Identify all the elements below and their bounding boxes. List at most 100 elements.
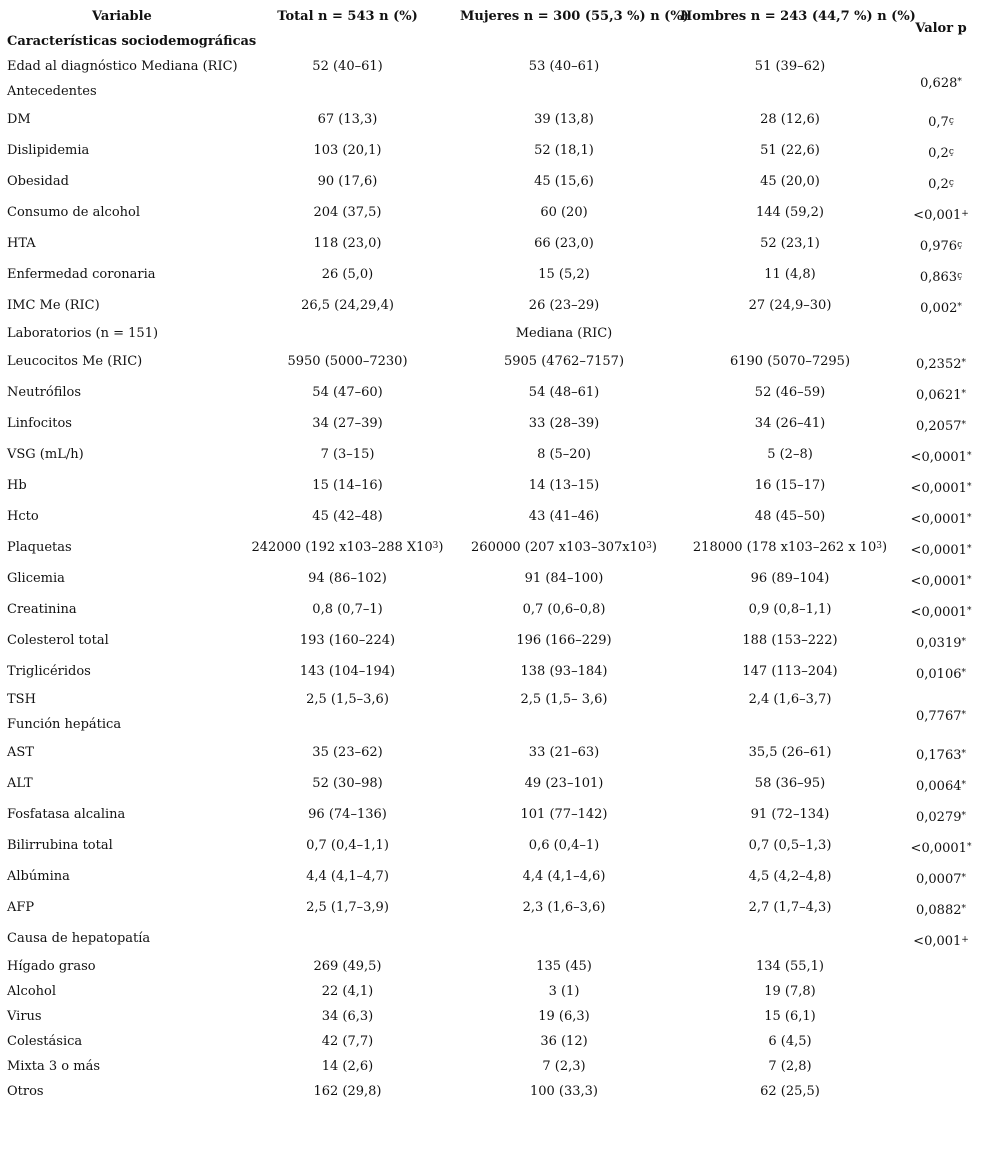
cell-label: ALT [7,776,33,791]
cell-total: 45 (42–48) [312,509,383,524]
table-row: Neutrófilos 54 (47–60) 54 (48–61) 52 (46–59… [0,383,994,403]
cell-men: 96 (89–104) [750,571,830,586]
cell-total: 14 (2,6) [321,1059,374,1074]
cell-women: 101 (77–142) [520,807,608,822]
cell-total: 143 (104–194) [299,664,396,679]
cell-pvalue: 0,628* [920,76,962,91]
cell-total: 94 (86–102) [308,571,387,586]
cell-women: 196 (166–229) [516,633,612,648]
cell-label: Triglicéridos [7,664,91,679]
cell-total: 26,5 (24,29,4) [301,298,394,313]
cell-women: 36 (12) [540,1034,588,1049]
cell-women: 26 (23–29) [528,298,600,313]
cell-label: Glicemia [7,571,65,586]
cell-men: 2,7 (1,7–4,3) [748,900,832,915]
table-row: ALT 52 (30–98) 49 (23–101) 58 (36–95) 0,0064… [0,774,994,794]
table-row: Triglicéridos 143 (104–194) 138 (93–184) 14… [0,662,994,682]
superscript: ç [948,178,954,188]
cell-men: 11 (4,8) [764,267,816,282]
cell-total: 96 (74–136) [308,807,387,822]
cell-total: 22 (4,1) [321,984,374,999]
table-row: Plaquetas 242000 (192 x103–288 X103) 26000… [0,538,994,558]
table-row: Virus 34 (6,3) 19 (6,3) 15 (6,1) [0,1007,994,1027]
cell-men: 6 (4,5) [768,1034,812,1049]
cell-label: Virus [7,1009,42,1024]
cell-label: AFP [7,900,35,915]
superscript: + [961,209,969,219]
cell-women: 39 (13,8) [534,112,594,127]
table-row: Albúmina 4,4 (4,1–4,7) 4,4 (4,1–4,6) 4,5 (4… [0,867,994,887]
table-row: Causa de hepatopatía <0,001+ [0,929,994,949]
cell-women: 43 (41–46) [528,509,600,524]
cell-women: 260000 (207 x103–307x103) [471,540,657,555]
superscript: ç [948,147,954,157]
cell-total: 15 (14–16) [312,478,383,493]
table-row: Edad al diagnóstico Mediana (RIC) 52 (40–… [0,57,994,77]
superscript: * [966,513,972,523]
superscript: * [961,668,967,678]
superscript: * [966,842,972,852]
superscript: * [961,710,967,720]
table-row: Laboratorios (n = 151) Mediana (RIC) [0,324,994,344]
cell-total: 4,4 (4,1–4,7) [306,869,389,884]
cell-label: Colesterol total [7,633,109,648]
cell-women: 3 (1) [548,984,580,999]
cell-women: 2,3 (1,6–3,6) [522,900,606,915]
cell-women: 15 (5,2) [538,267,590,282]
cell-men: 19 (7,8) [764,984,816,999]
cell-label: Plaquetas [7,540,72,555]
header-total: Total n = 543 n (%) [277,9,418,24]
table-row: AFP 2,5 (1,7–3,9) 2,3 (1,6–3,6) 2,7 (1,7–4,… [0,898,994,918]
superscript: ç [957,271,963,281]
superscript: * [961,904,967,914]
superscript: + [961,935,969,945]
table-row: Bilirrubina total 0,7 (0,4–1,1) 0,6 (0,4–1… [0,836,994,856]
superscript: * [961,637,967,647]
cell-pvalue: <0,0001* [910,605,972,620]
cell-label: Leucocitos Me (RIC) [7,354,143,369]
cell-pvalue: <0,0001* [910,512,972,527]
header-pvalue: Valor p [915,21,967,36]
cell-total: 52 (30–98) [312,776,383,791]
table-row: Otros 162 (29,8) 100 (33,3) 62 (25,5) [0,1082,994,1102]
cell-label: TSH [7,692,36,707]
cell-men: 6190 (5070–7295) [729,354,851,369]
cell-women: 4,4 (4,1–4,6) [522,869,606,884]
superscript: * [961,780,967,790]
cell-men: 144 (59,2) [755,205,825,220]
cell-label: Hcto [7,509,39,524]
cell-label: Otros [7,1084,44,1099]
cell-men: 4,5 (4,2–4,8) [748,869,832,884]
cell-pvalue: <0,001+ [913,208,969,223]
cell-label: Colestásica [7,1034,83,1049]
cell-label: Alcohol [7,984,57,999]
table-row: Enfermedad coronaria 26 (5,0) 15 (5,2) 11 (… [0,265,994,285]
cell-pvalue: <0,0001* [910,481,972,496]
table-row: Dislipidemia 103 (20,1) 52 (18,1) 51 (22,6)… [0,141,994,161]
superscript: ç [957,240,963,250]
cell-women: 52 (18,1) [534,143,594,158]
cell-label: Edad al diagnóstico Mediana (RIC) [7,59,238,74]
superscript: * [966,482,972,492]
section-title-row: Características sociodemográficas [0,32,994,52]
cell-pvalue: 0,0319* [916,636,967,651]
cell-women: 2,5 (1,5– 3,6) [520,692,608,707]
cell-total: 2,5 (1,5–3,6) [306,692,389,707]
cell-men: 2,4 (1,6–3,7) [748,692,832,707]
cell-men: 52 (23,1) [760,236,820,251]
superscript: * [961,389,967,399]
cell-total: 204 (37,5) [313,205,382,220]
cell-pvalue: <0,0001* [910,574,972,589]
superscript: * [961,749,967,759]
cell-women: 66 (23,0) [534,236,594,251]
cell-pvalue: 0,002* [920,301,962,316]
cell-total: 67 (13,3) [317,112,378,127]
cell-label: Causa de hepatopatía [7,931,151,946]
table-row: IMC Me (RIC) 26,5 (24,29,4) 26 (23–29) 27 (… [0,296,994,316]
cell-men: 28 (12,6) [760,112,820,127]
table-row: Hígado graso 269 (49,5) 135 (45) 134 (55,1) [0,957,994,977]
cell-women: 54 (48–61) [528,385,600,400]
cell-men: 16 (15–17) [754,478,826,493]
cell-women: 33 (21–63) [528,745,600,760]
cell-men: 35,5 (26–61) [748,745,832,760]
